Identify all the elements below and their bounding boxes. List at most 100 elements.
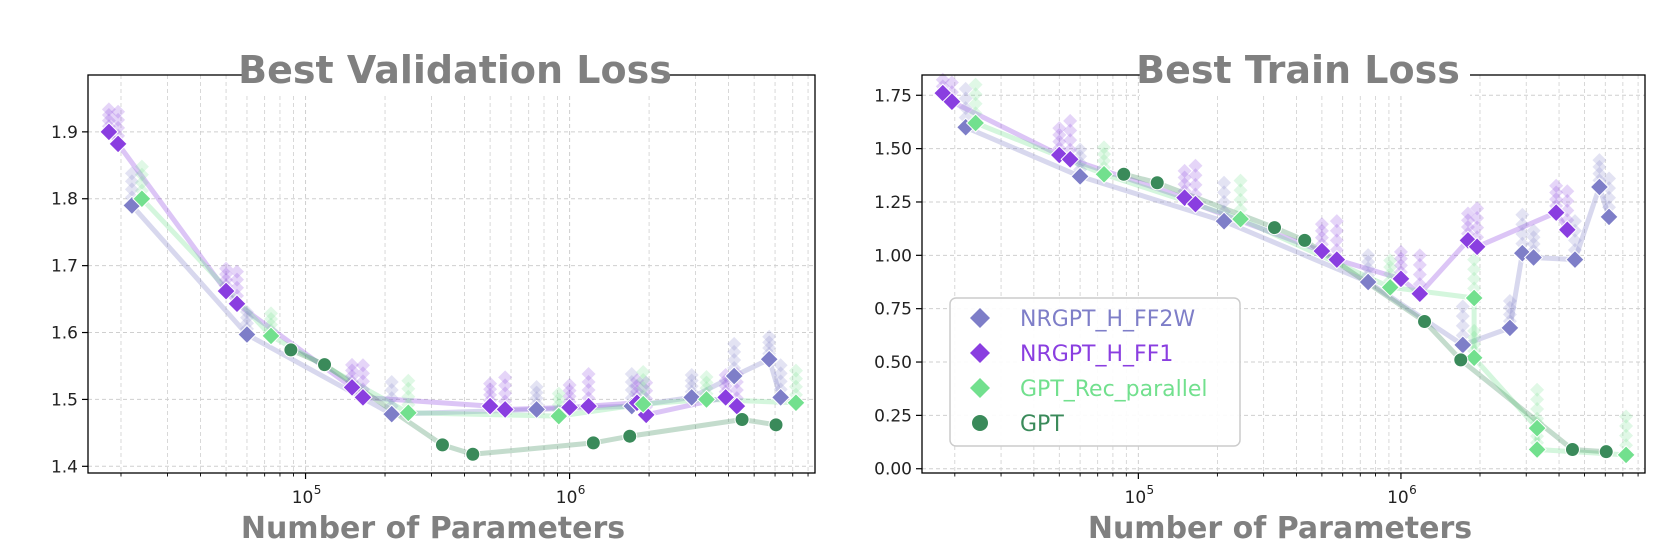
legend-label: GPT_Rec_parallel	[1020, 377, 1208, 402]
spread-marker	[1455, 318, 1470, 333]
title-backdrop	[245, 50, 665, 96]
spread-marker	[229, 264, 244, 279]
x-axis-label: Number of Parameters	[241, 511, 625, 545]
data-point	[1380, 277, 1400, 298]
spread-marker	[1467, 330, 1482, 345]
spread-marker	[345, 363, 360, 378]
spread-marker	[355, 366, 370, 381]
spread-marker	[529, 385, 544, 400]
spread-marker	[1383, 253, 1398, 268]
spread-marker	[134, 159, 149, 174]
spread-marker	[239, 316, 254, 331]
spread-marker	[944, 75, 959, 90]
spread-marker	[773, 366, 788, 381]
data-point	[1094, 164, 1114, 184]
spread-marker	[968, 87, 983, 102]
spread-marker	[1560, 193, 1575, 208]
y-tick-label: 0.50	[874, 353, 912, 373]
data-point	[1527, 418, 1547, 438]
y-tick-label: 1.50	[874, 140, 912, 160]
data-point	[1500, 318, 1520, 338]
x-axis-label: Number of Parameters	[1088, 511, 1472, 545]
spread-marker	[1233, 183, 1248, 198]
spread-marker	[1097, 153, 1112, 168]
spread-marker	[1188, 158, 1203, 173]
y-tick-label: 1.4	[51, 457, 78, 477]
data-point	[559, 397, 580, 418]
train-loss-panel: 0.000.250.500.751.001.251.501.75 10 5 10 6 …	[874, 48, 1646, 545]
spread-marker	[1467, 252, 1482, 267]
spread-marker	[958, 91, 973, 106]
spread-marker	[355, 374, 370, 389]
data-point	[1589, 177, 1610, 197]
spread-marker	[1329, 223, 1344, 238]
data-point	[1070, 166, 1090, 187]
y-tick-label: 1.9	[51, 123, 78, 143]
spread-marker	[762, 335, 777, 350]
data-point	[1557, 220, 1577, 240]
spread-marker	[1233, 192, 1248, 207]
spread-marker	[1619, 419, 1634, 434]
y-tick-label: 0.25	[874, 406, 912, 426]
data-point	[1467, 237, 1487, 257]
data-point	[1464, 288, 1484, 308]
spread-marker	[101, 108, 116, 123]
spread-marker	[1526, 237, 1541, 252]
data-point	[342, 377, 362, 398]
spread-marker	[935, 72, 950, 87]
spread-marker	[958, 81, 973, 96]
spread-marker	[1619, 409, 1634, 424]
legend-label: NRGPT_H_FF1	[1020, 342, 1173, 367]
spread-marker	[1361, 248, 1376, 263]
spread-marker	[773, 358, 788, 373]
spread-marker	[1097, 140, 1112, 155]
spread-marker	[1314, 217, 1329, 232]
data-point	[1116, 166, 1132, 182]
spread-marker	[1052, 121, 1067, 136]
data-point	[227, 294, 247, 314]
x-axis-ticks: 10 5 10 6	[954, 473, 1639, 508]
data-point	[1214, 211, 1234, 231]
series-line	[130, 203, 784, 417]
spread-marker	[124, 166, 139, 181]
spread-marker	[355, 358, 370, 373]
spread-marker	[345, 369, 360, 384]
spread-marker	[1470, 201, 1485, 216]
spread-marker	[788, 379, 803, 394]
x-tick-label: 10	[1387, 488, 1409, 508]
spread-marker	[1549, 178, 1564, 193]
legend-marker	[970, 378, 990, 398]
spread-marker	[1530, 392, 1545, 407]
spread-marker	[1592, 159, 1607, 174]
spread-marker	[124, 174, 139, 189]
spread-marker	[639, 375, 654, 390]
data-point	[1312, 241, 1332, 261]
spread-marker	[384, 391, 399, 406]
spread-marker	[384, 383, 399, 398]
data-point	[715, 387, 736, 408]
spread-marker	[788, 371, 803, 386]
spread-marker	[762, 329, 777, 344]
spread-marker	[1526, 223, 1541, 238]
spread-marker	[562, 383, 577, 398]
data-point	[633, 394, 653, 414]
spread-marker	[624, 367, 639, 382]
x-axis-ticks: 10 5 10 6	[120, 473, 809, 508]
legend-marker	[970, 343, 990, 363]
y-tick-label: 1.75	[874, 86, 912, 106]
spread-marker	[699, 369, 714, 384]
x-tick-label: 10	[1125, 488, 1147, 508]
spread-marker	[1383, 260, 1398, 275]
spread-marker	[498, 378, 513, 393]
legend-label: GPT	[1020, 412, 1064, 437]
chart-title: Best Train Loss	[1136, 48, 1460, 92]
legend-label: NRGPT_H_FF2W	[1020, 307, 1195, 332]
spread-marker	[1455, 299, 1470, 314]
spread-marker	[762, 341, 777, 356]
data-point	[283, 342, 299, 358]
spread-marker	[636, 364, 651, 379]
spread-marker	[134, 167, 149, 182]
spread-marker	[1467, 271, 1482, 286]
x-tick-label: 10	[556, 488, 578, 508]
spread-marker	[483, 382, 498, 397]
